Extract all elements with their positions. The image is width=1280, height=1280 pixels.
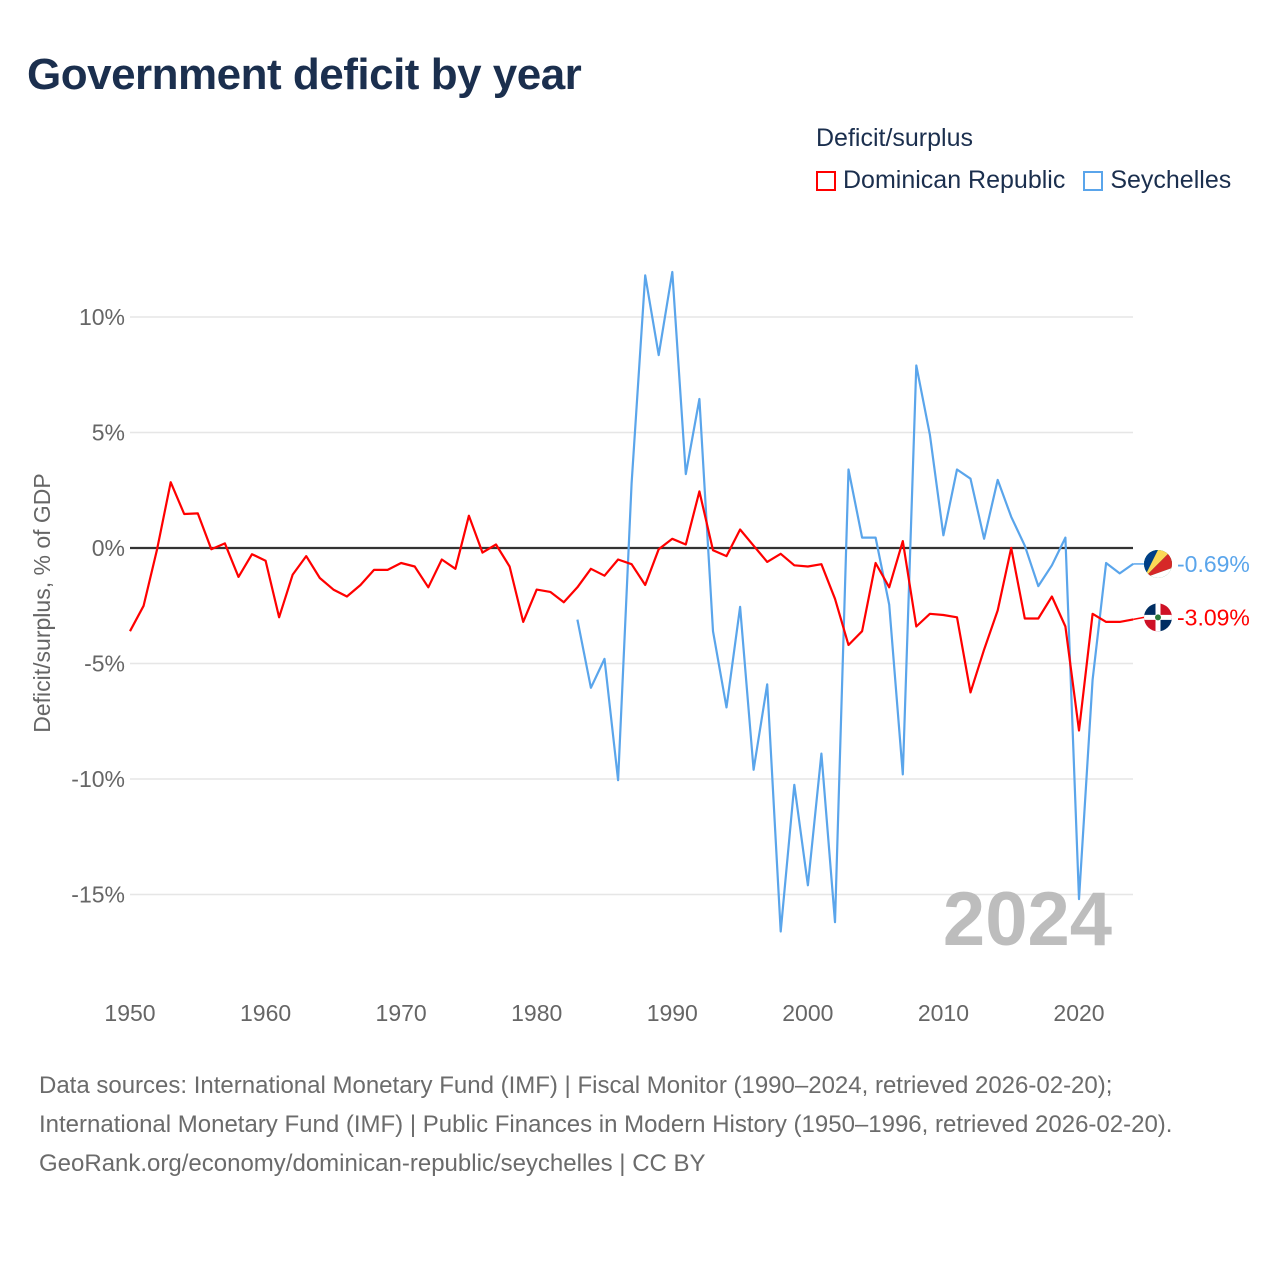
y-tick-label: 10% xyxy=(79,304,125,330)
y-tick-label: 0% xyxy=(92,535,125,561)
end-value-label: -3.09% xyxy=(1177,604,1250,630)
legend-item-seychelles[interactable]: Seychelles xyxy=(1083,166,1231,195)
data-sources: Data sources: International Monetary Fun… xyxy=(39,1072,1173,1138)
x-tick-label: 2000 xyxy=(782,1000,833,1026)
end-value-label: -0.69% xyxy=(1177,551,1250,577)
x-tick-label: 1950 xyxy=(104,1000,155,1026)
series-line-dominican-republic xyxy=(129,481,1134,732)
y-tick-label: 5% xyxy=(92,420,125,446)
y-tick-label: -15% xyxy=(71,882,125,908)
legend-swatch-dominican-republic xyxy=(816,170,836,191)
x-tick-label: 2020 xyxy=(1053,1000,1104,1026)
dominican-republic-flag-icon xyxy=(1144,603,1172,632)
x-tick-label: 1960 xyxy=(240,1000,291,1026)
year-watermark: 2024 xyxy=(943,877,1112,962)
legend-label: Dominican Republic xyxy=(843,166,1066,194)
footer: Data sources: International Monetary Fun… xyxy=(39,1066,1239,1183)
seychelles-flag-icon xyxy=(1144,549,1172,578)
legend-item-dominican-republic[interactable]: Dominican Republic xyxy=(816,166,1065,195)
x-tick-label: 2010 xyxy=(918,1000,969,1026)
y-tick-label: -5% xyxy=(84,651,125,677)
series-line-seychelles xyxy=(576,270,1134,933)
legend-title: Deficit/surplus xyxy=(816,124,973,152)
x-tick-label: 1970 xyxy=(376,1000,427,1026)
y-axis-label: Deficit/surplus, % of GDP xyxy=(29,473,55,732)
x-tick-label: 1980 xyxy=(511,1000,562,1026)
x-tick-label: 1990 xyxy=(647,1000,698,1026)
end-connector xyxy=(1133,616,1145,621)
y-tick-label: -10% xyxy=(71,766,125,792)
attribution-link[interactable]: GeoRank.org/economy/dominican-republic/s… xyxy=(39,1150,706,1177)
chart-title: Government deficit by year xyxy=(27,50,582,99)
legend: Dominican Republic Seychelles xyxy=(816,166,1231,195)
legend-swatch-seychelles xyxy=(1083,170,1104,191)
legend-label: Seychelles xyxy=(1110,166,1232,194)
